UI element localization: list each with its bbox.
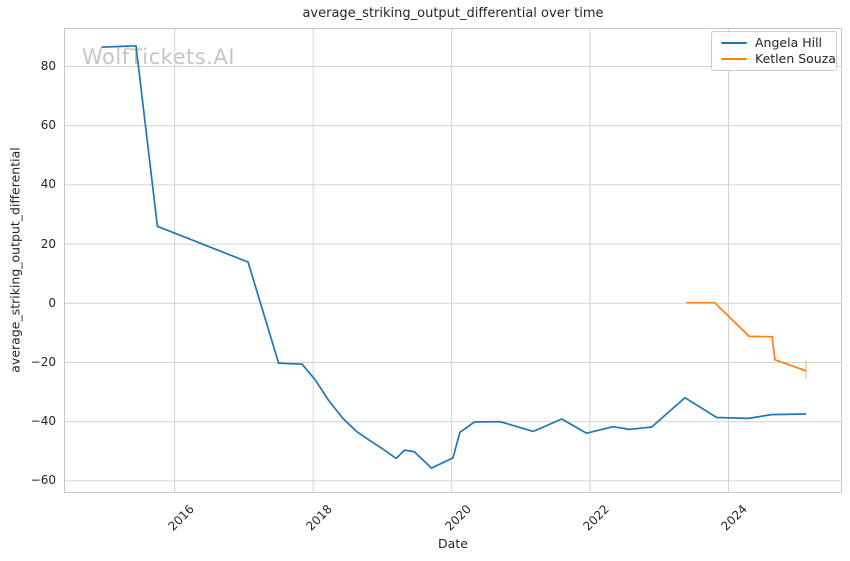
y-tick-label: 80 <box>40 58 56 73</box>
legend-entry-ketlen-souza: Ketlen Souza <box>721 51 836 67</box>
series-line-ketlen-souza <box>686 301 807 372</box>
legend-line-sample-angela-hill <box>721 41 747 44</box>
x-tick-label: 2018 <box>303 502 336 534</box>
y-tick-label: 0 <box>48 295 56 310</box>
legend-line-sample-ketlen-souza <box>721 58 747 61</box>
x-tick-label: 2016 <box>165 502 197 534</box>
y-tick-label: 40 <box>40 177 56 192</box>
legend-entry-angela-hill: Angela Hill <box>721 35 836 51</box>
x-axis-label: Date <box>438 536 468 551</box>
plot-area <box>64 28 842 493</box>
y-tick-label: 60 <box>40 118 56 133</box>
y-tick-label: −40 <box>30 414 56 429</box>
x-tick-label: 2024 <box>718 502 751 534</box>
legend: Angela Hill Ketlen Souza <box>711 31 837 71</box>
legend-label: Ketlen Souza <box>755 51 836 67</box>
y-axis-label: average_striking_output_differential <box>7 147 23 373</box>
chart-title: average_striking_output_differential ove… <box>302 6 604 21</box>
legend-label: Angela Hill <box>755 34 823 50</box>
y-tick-label: 20 <box>40 236 56 251</box>
y-tick-label: −60 <box>30 473 56 488</box>
x-tick-label: 2022 <box>580 502 612 534</box>
x-tick-label: 2020 <box>442 502 474 534</box>
y-tick-label: −20 <box>30 354 56 369</box>
series-line-angela-hill <box>101 44 807 469</box>
watermark: WolfTickets.AI <box>82 45 235 69</box>
